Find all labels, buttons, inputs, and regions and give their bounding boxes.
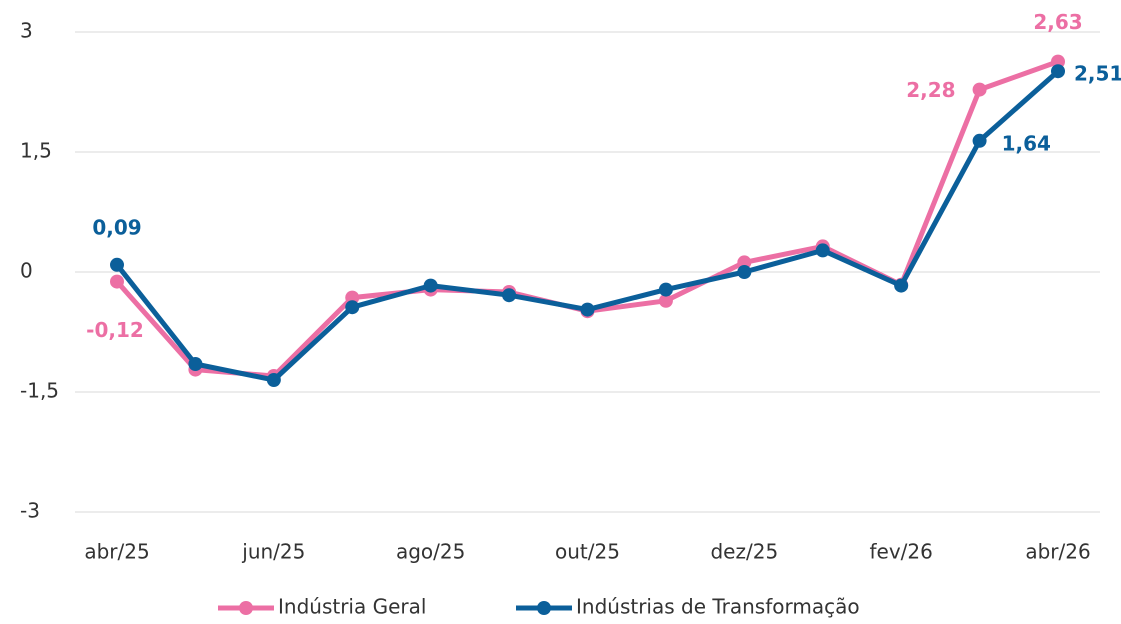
data-point [737,265,752,279]
data-point [266,373,281,387]
data-point [658,293,673,308]
x-tick-label: jun/25 [241,540,305,564]
data-point [894,278,909,293]
x-tick-label: fev/26 [869,540,932,564]
y-tick-label: 0 [20,259,33,283]
value-label: 2,63 [1033,10,1082,34]
value-label: 2,51 [1074,62,1121,86]
y-tick-label: 1,5 [20,139,52,163]
data-point [658,282,673,297]
data-point [972,133,987,148]
legend-swatch-dot [537,601,551,615]
y-tick-label: -1,5 [20,379,59,403]
value-label: 1,64 [1002,131,1051,155]
data-point [815,243,830,258]
legend-label: Indústrias de Transformação [576,595,860,619]
data-point [972,82,987,97]
series-line [115,69,1060,383]
legend-swatch-dot [239,601,253,615]
x-tick-label: dez/25 [710,540,778,564]
y-tick-label: -3 [20,499,40,523]
value-label: 2,28 [906,78,955,102]
data-point [1051,64,1065,79]
value-label: 0,09 [92,215,141,239]
y-tick-label: 3 [20,19,33,43]
data-point [737,255,752,270]
value-label: -0,12 [86,318,144,342]
x-tick-label: abr/26 [1025,540,1090,564]
x-tick-label: ago/25 [396,540,465,564]
data-point [110,274,124,289]
data-point [580,302,595,317]
data-point [423,278,438,293]
data-point [188,357,203,371]
data-point [345,300,360,315]
series-line [115,59,1059,379]
data-point [1051,54,1065,69]
legend-label: Indústria Geral [278,595,426,619]
x-tick-label: abr/25 [84,540,149,564]
data-point [345,290,360,305]
data-point [110,257,124,272]
x-tick-label: out/25 [555,540,620,564]
data-point [502,288,517,303]
